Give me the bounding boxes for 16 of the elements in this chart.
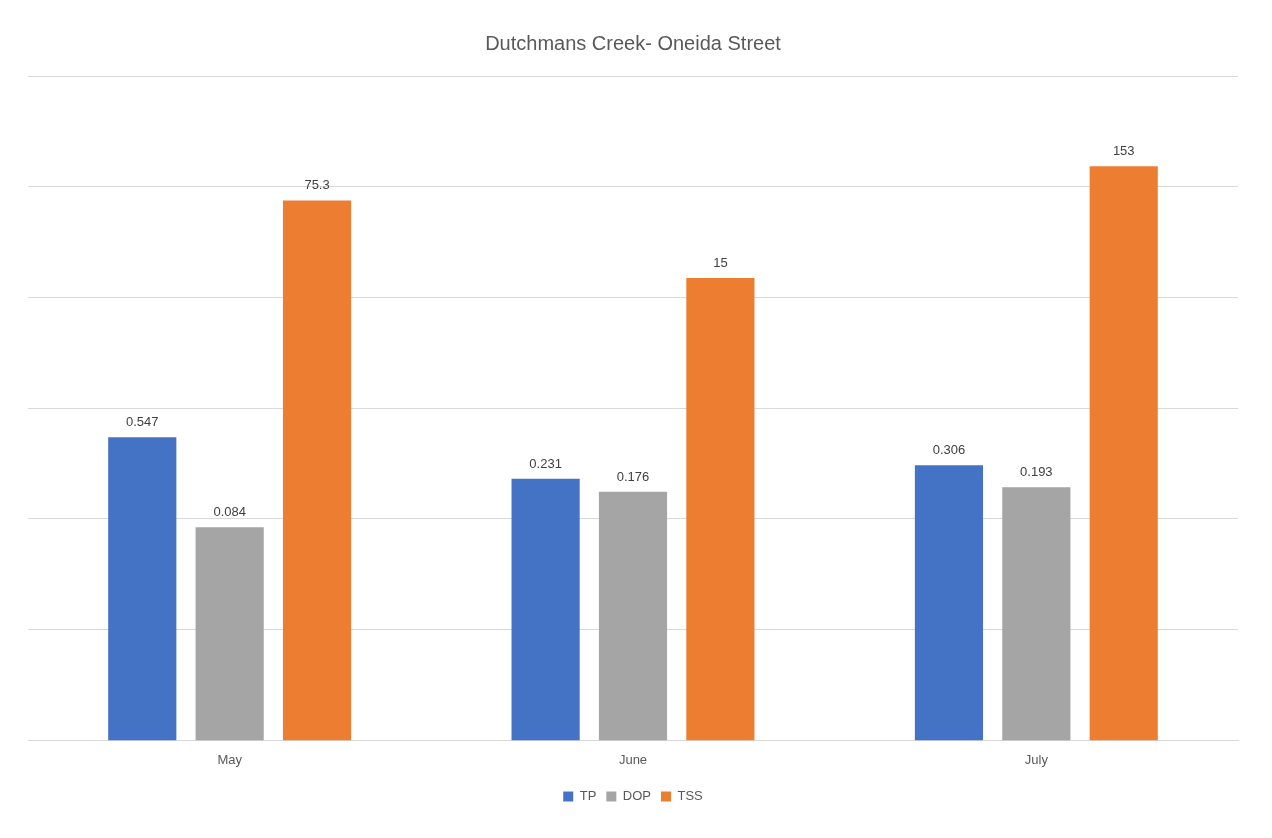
- x-tick-label: July: [1024, 751, 1049, 767]
- data-label: 0.193: [1020, 464, 1053, 480]
- data-label: 0.547: [126, 414, 159, 430]
- data-label: 0.231: [529, 455, 562, 471]
- x-tick-label: June: [618, 751, 648, 767]
- chart-title: Dutchmans Creek- Oneida Street: [485, 31, 782, 54]
- data-label: 0.084: [213, 504, 246, 520]
- legend-label: DOP: [622, 788, 651, 804]
- data-label: 75.3: [304, 177, 330, 193]
- legend-label: TP: [579, 788, 597, 804]
- data-label: 0.306: [932, 442, 966, 458]
- data-label: 0.176: [616, 468, 650, 484]
- x-tick-label: May: [217, 751, 243, 767]
- legend-label: TSS: [677, 788, 704, 804]
- data-label: 15: [713, 255, 728, 271]
- data-label: 153: [1112, 143, 1135, 159]
